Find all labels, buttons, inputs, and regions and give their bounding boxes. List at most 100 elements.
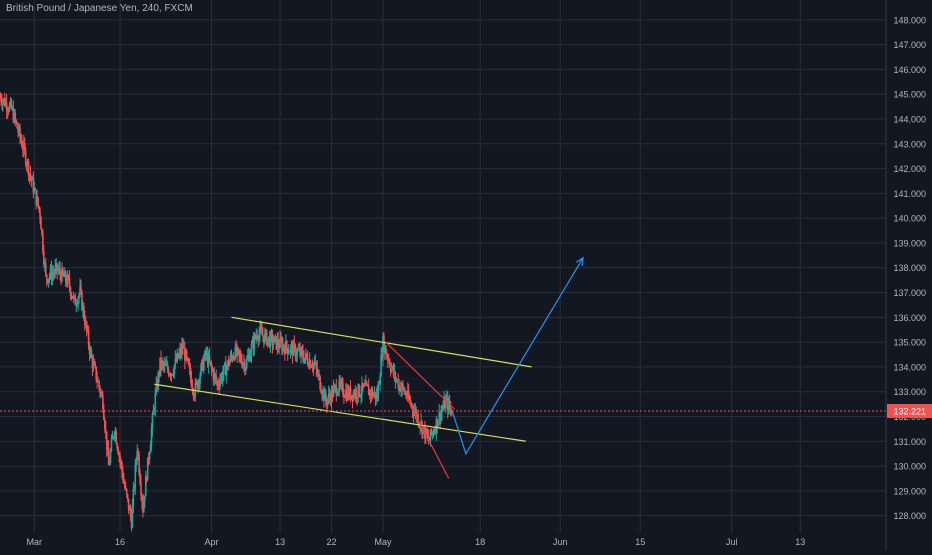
time-tick-label: 13 xyxy=(275,537,285,547)
candle-body xyxy=(23,143,25,150)
candle-body xyxy=(173,365,176,374)
candle-body xyxy=(204,351,206,360)
candle-body xyxy=(372,394,375,397)
candle-body xyxy=(43,251,45,264)
candle-body xyxy=(192,389,195,396)
candle-body xyxy=(368,390,371,396)
candle-body xyxy=(164,363,167,366)
candle-body xyxy=(355,390,358,398)
candle-body xyxy=(123,480,125,483)
candle-body xyxy=(387,359,390,361)
candle-body xyxy=(34,188,37,190)
candle-body xyxy=(349,387,352,399)
candle-body xyxy=(136,451,138,460)
candle-body xyxy=(152,410,155,415)
candle-body xyxy=(105,431,108,450)
candle-body xyxy=(260,327,262,331)
candle-body xyxy=(362,383,364,388)
candle-body xyxy=(297,350,299,352)
candle-body xyxy=(294,345,297,357)
candle-body xyxy=(90,350,93,358)
candle-body xyxy=(231,356,234,360)
candle-body xyxy=(175,358,178,362)
candle-body xyxy=(287,352,290,354)
candle-body xyxy=(83,305,85,319)
candle-body xyxy=(340,382,342,385)
candle-body xyxy=(106,447,109,450)
candle-body xyxy=(80,286,82,292)
candle-body xyxy=(224,362,227,376)
candle-body xyxy=(210,363,213,369)
projection-arrow-head xyxy=(576,256,584,266)
candle-body xyxy=(0,96,2,102)
candle-body xyxy=(172,373,175,375)
price-tick-label: 140.000 xyxy=(893,214,926,224)
candle-body xyxy=(89,350,92,354)
candle-body xyxy=(302,351,304,359)
candle-body xyxy=(266,338,269,345)
candle-body xyxy=(81,291,83,310)
candle-body xyxy=(55,263,58,268)
candle-body xyxy=(219,380,221,387)
candle-body xyxy=(363,385,365,388)
candle-body xyxy=(303,358,305,363)
candle-body xyxy=(382,335,384,359)
candle-body xyxy=(69,287,72,296)
candle-body xyxy=(3,98,6,106)
candle-body xyxy=(161,361,163,368)
candle-body xyxy=(150,429,153,445)
candle-body xyxy=(366,384,369,387)
candle-body xyxy=(254,335,257,339)
candle-body xyxy=(309,360,312,368)
candle-body xyxy=(124,487,127,490)
candle-body xyxy=(195,381,198,383)
candle-body xyxy=(21,140,23,148)
candle-body xyxy=(130,516,133,528)
candle-body xyxy=(45,274,48,280)
candle-body xyxy=(422,427,424,434)
candle-body xyxy=(83,318,86,326)
candle-body xyxy=(59,268,61,275)
candle-body xyxy=(204,351,207,355)
candle-body xyxy=(24,150,27,165)
candle-body xyxy=(449,407,452,410)
candle-body xyxy=(124,482,126,488)
candle-body xyxy=(32,177,35,193)
candle-body xyxy=(98,381,100,388)
candle-body xyxy=(50,268,53,280)
candle-body xyxy=(385,345,387,354)
candle-body xyxy=(17,128,19,133)
candle-body xyxy=(79,286,81,295)
candle-body xyxy=(345,390,348,401)
time-axis: Mar 16 Apr 13 22 May 18 Jun 15 Jul 13 xyxy=(27,537,806,547)
candle-body xyxy=(333,385,336,388)
price-tick-label: 131.000 xyxy=(893,437,926,447)
candle-body xyxy=(137,451,139,456)
candle-body xyxy=(9,100,12,105)
candle-body xyxy=(211,368,214,371)
candle-body xyxy=(177,353,179,358)
price-tick-label: 130.000 xyxy=(893,462,926,472)
candle-body xyxy=(290,344,293,347)
candle-body xyxy=(350,395,353,399)
candle-body xyxy=(412,410,415,415)
candle-body xyxy=(220,375,222,381)
candle-body xyxy=(376,393,379,399)
candle-body xyxy=(291,344,294,356)
candle-body xyxy=(168,374,171,376)
candle-body xyxy=(278,345,280,348)
candle-body xyxy=(224,362,226,366)
candle-body xyxy=(256,335,259,338)
candle-body xyxy=(22,147,24,150)
candle-body xyxy=(58,268,60,271)
candle-body xyxy=(239,354,241,356)
candle-body xyxy=(321,392,323,396)
candle-body xyxy=(244,368,247,371)
candle-body xyxy=(85,321,88,331)
candle-body xyxy=(305,353,308,358)
candle-body xyxy=(426,428,428,436)
candle-body xyxy=(156,383,158,390)
candle-body xyxy=(86,330,89,332)
